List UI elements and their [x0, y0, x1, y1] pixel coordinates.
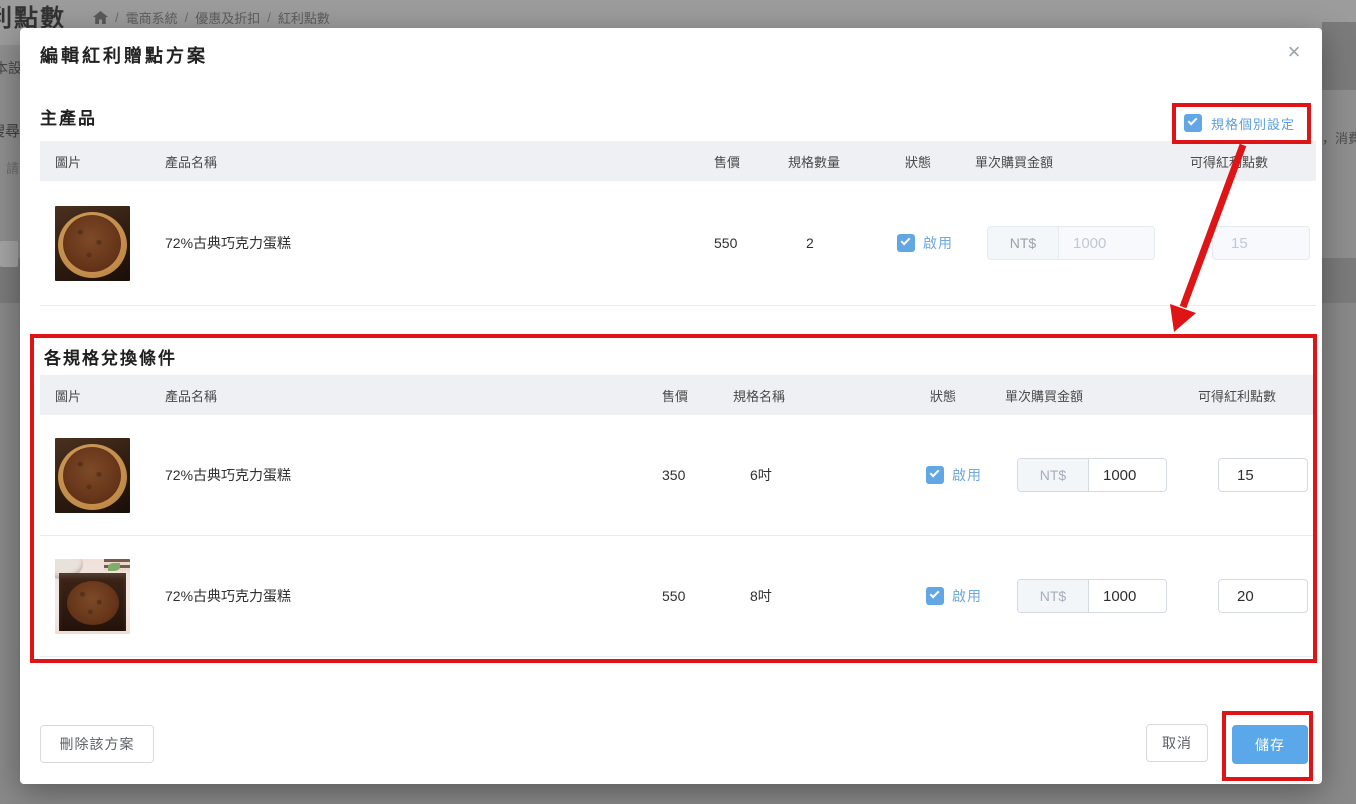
- purchase-amount-group: NT$: [987, 226, 1155, 260]
- background-right-text-partial: ，消費: [1322, 131, 1356, 146]
- col-header-spec-count: 規格數量: [788, 154, 841, 170]
- purchase-amount-input[interactable]: [1089, 459, 1166, 491]
- table-row: 72%古典巧克力蛋糕 550 2 啟用 NT$: [40, 181, 1316, 306]
- purchase-amount-group: NT$: [1017, 579, 1167, 613]
- col-header-status: 狀態: [905, 154, 932, 170]
- per-spec-checkbox[interactable]: [1184, 114, 1202, 132]
- spec-name-value: 6吋: [750, 467, 772, 483]
- per-spec-checkbox-label: 規格個別設定: [1211, 116, 1296, 132]
- spec-section-title: 各規格兌換條件: [44, 349, 177, 368]
- leaf-decoration: [108, 562, 120, 571]
- price-value: 350: [662, 467, 686, 483]
- col-header-purchase-amount: 單次購買金額: [1005, 388, 1084, 404]
- col-header-spec-name: 規格名稱: [733, 388, 786, 404]
- home-icon[interactable]: [93, 10, 108, 25]
- currency-prefix: NT$: [1018, 580, 1089, 612]
- breadcrumb-item-discounts[interactable]: 優惠及折扣: [195, 11, 261, 26]
- col-header-image: 圖片: [55, 154, 82, 170]
- purchase-amount-group: NT$: [1017, 458, 1167, 492]
- spec-count-value: 2: [806, 235, 814, 251]
- check-icon: [929, 467, 940, 478]
- purchase-amount-input[interactable]: [1089, 580, 1166, 612]
- table-row: 72%古典巧克力蛋糕 550 8吋 啟用 NT$: [40, 536, 1316, 657]
- currency-prefix: NT$: [988, 227, 1059, 259]
- breadcrumb: / 電商系統 / 優惠及折扣 / 紅利點數: [93, 8, 330, 27]
- points-input[interactable]: [1218, 579, 1308, 613]
- spec-name-value: 8吋: [750, 588, 772, 604]
- product-image-cell: [40, 437, 150, 513]
- delete-plan-button[interactable]: 刪除該方案: [40, 725, 154, 763]
- product-image-cell: [40, 205, 150, 281]
- col-header-product-name: 產品名稱: [165, 154, 218, 170]
- col-header-points: 可得紅利點數: [1190, 154, 1269, 170]
- per-spec-setting-checkbox[interactable]: 規格個別設定: [1172, 103, 1310, 143]
- background-right-band: [1322, 22, 1356, 90]
- spec-table: 圖片 產品名稱 售價 規格名稱 狀態 單次購買金額 可得紅利點數 72%古典巧克…: [40, 375, 1316, 657]
- points-input[interactable]: [1212, 226, 1310, 260]
- col-header-price: 售價: [714, 154, 741, 170]
- main-table-header: 圖片 產品名稱 售價 規格數量 狀態 單次購買金額 可得紅利點數: [40, 141, 1316, 181]
- product-image-cell: [40, 558, 150, 634]
- price-value: 550: [662, 588, 686, 604]
- main-product-section-title: 主產品: [40, 109, 97, 128]
- background-button-partial: [0, 241, 18, 267]
- col-header-price: 售價: [662, 388, 689, 404]
- purchase-amount-cell: NT$: [1005, 579, 1177, 613]
- cancel-button[interactable]: 取消: [1146, 724, 1208, 762]
- points-input[interactable]: [1218, 458, 1308, 492]
- status-checkbox[interactable]: [897, 234, 915, 252]
- background-tab-partial: 本設: [0, 60, 22, 76]
- points-cell: [1177, 458, 1316, 492]
- currency-prefix: NT$: [1018, 459, 1089, 491]
- product-name: 72%古典巧克力蛋糕: [165, 588, 292, 604]
- col-header-points: 可得紅利點數: [1198, 388, 1277, 404]
- breadcrumb-separator: /: [184, 10, 189, 25]
- spec-table-header: 圖片 產品名稱 售價 規格名稱 狀態 單次購買金額 可得紅利點數: [40, 375, 1316, 415]
- product-image-boxed-cake: [55, 558, 130, 634]
- price-value: 550: [714, 235, 738, 251]
- product-image-chocolate-cake: [55, 437, 130, 513]
- status-label: 啟用: [923, 235, 953, 251]
- purchase-amount-cell: NT$: [975, 226, 1165, 260]
- check-icon: [929, 588, 940, 599]
- product-name: 72%古典巧克力蛋糕: [165, 467, 292, 483]
- background-placeholder-partial: 請: [6, 161, 20, 176]
- points-cell: [1165, 226, 1310, 260]
- close-icon[interactable]: ×: [1278, 36, 1310, 68]
- check-icon: [900, 235, 911, 246]
- breadcrumb-separator: /: [115, 10, 119, 25]
- status-cell: 啟用: [905, 586, 1005, 606]
- breadcrumb-item-ecommerce[interactable]: 電商系統: [125, 11, 178, 26]
- col-header-purchase-amount: 單次購買金額: [975, 154, 1054, 170]
- breadcrumb-item-bonus-points: 紅利點數: [277, 11, 330, 26]
- points-cell: [1177, 579, 1316, 613]
- purchase-amount-input[interactable]: [1059, 227, 1154, 259]
- status-label: 啟用: [952, 588, 982, 604]
- background-search-label-partial: 搜尋: [0, 123, 21, 140]
- status-checkbox[interactable]: [926, 587, 944, 605]
- status-label: 啟用: [952, 467, 982, 483]
- check-icon: [1187, 115, 1198, 126]
- status-cell: 啟用: [905, 465, 1005, 485]
- page-title: 利點數: [0, 5, 66, 32]
- col-header-image: 圖片: [55, 388, 82, 404]
- status-checkbox[interactable]: [926, 466, 944, 484]
- product-image-chocolate-cake: [55, 205, 130, 281]
- product-name: 72%古典巧克力蛋糕: [165, 235, 292, 251]
- main-product-table: 圖片 產品名稱 售價 規格數量 狀態 單次購買金額 可得紅利點數 72%古典巧克…: [40, 141, 1316, 306]
- edit-bonus-plan-modal: 編輯紅利贈點方案 × 主產品 規格個別設定 圖片 產品名稱 售價 規格數量 狀態…: [20, 28, 1322, 784]
- table-row: 72%古典巧克力蛋糕 350 6吋 啟用 NT$: [40, 415, 1316, 536]
- status-cell: 啟用: [885, 233, 975, 253]
- save-button[interactable]: 儲存: [1232, 725, 1308, 764]
- modal-title: 編輯紅利贈點方案: [40, 46, 208, 66]
- breadcrumb-separator: /: [267, 10, 271, 25]
- col-header-product-name: 產品名稱: [165, 388, 218, 404]
- col-header-status: 狀態: [930, 388, 957, 404]
- purchase-amount-cell: NT$: [1005, 458, 1177, 492]
